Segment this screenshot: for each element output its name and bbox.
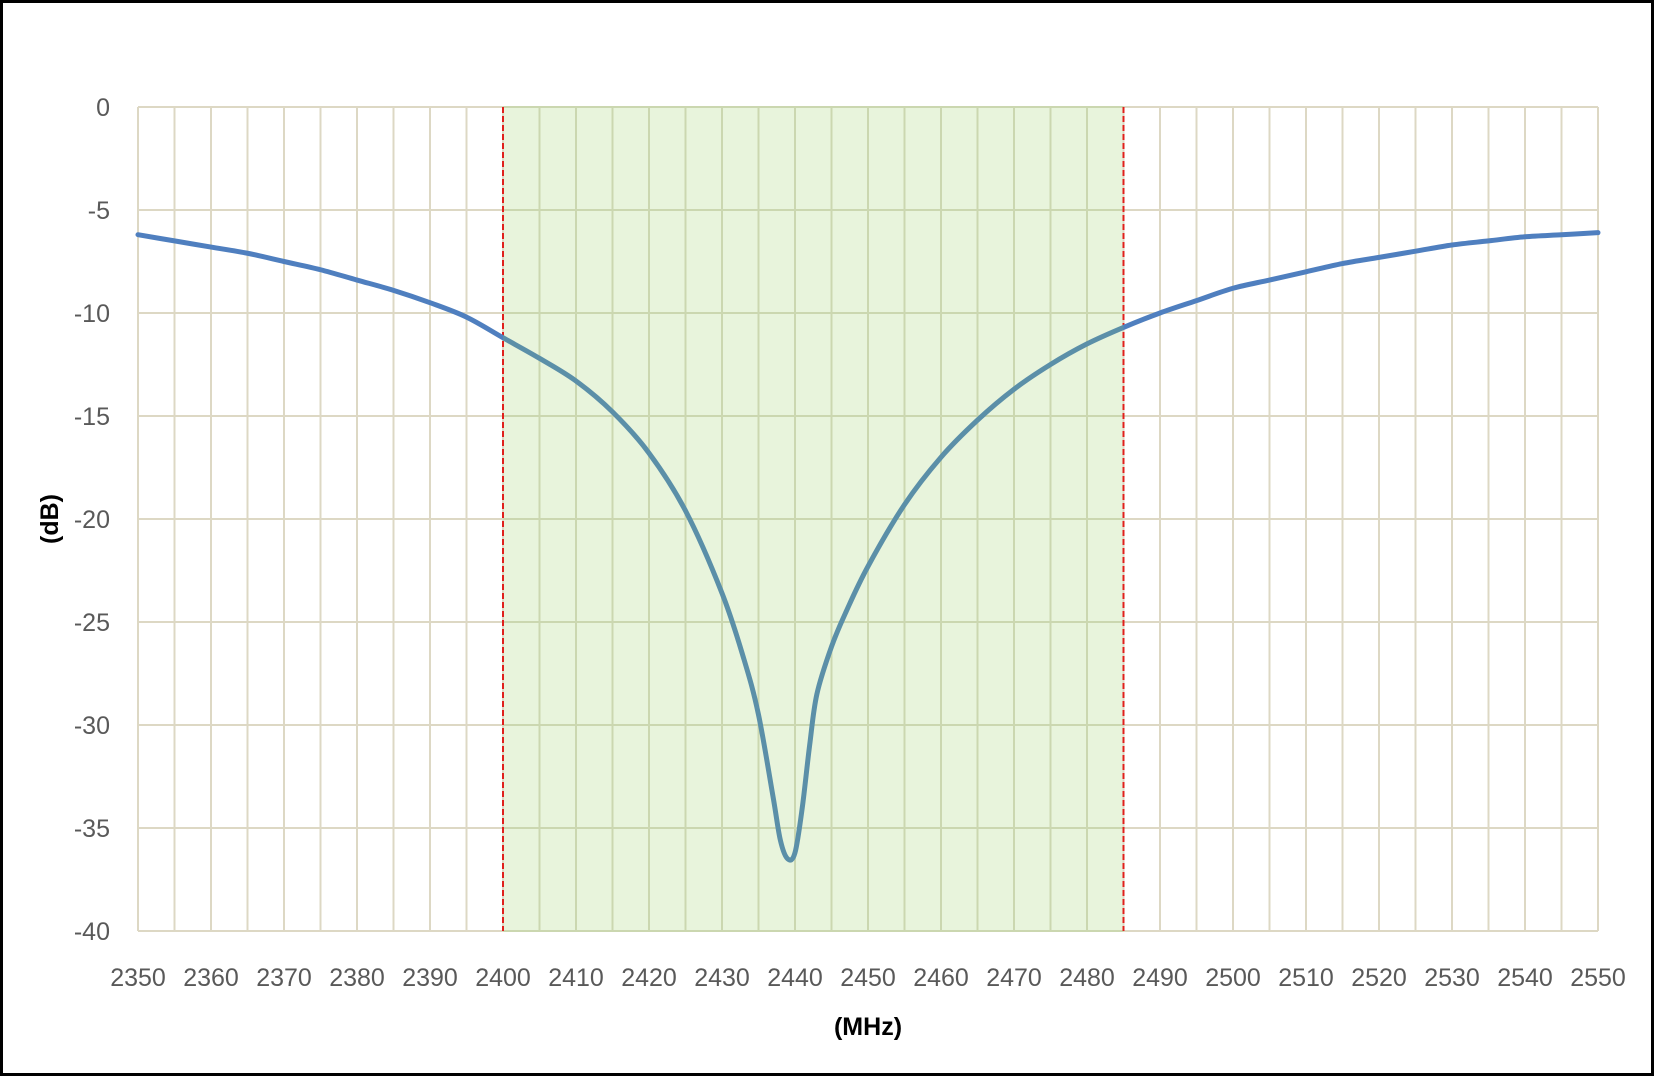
x-tick-label: 2460 <box>913 964 969 992</box>
x-tick-label: 2420 <box>621 964 677 992</box>
x-tick-label: 2400 <box>475 964 531 992</box>
x-tick-label: 2510 <box>1278 964 1334 992</box>
y-tick-labels: 0 -5 -10 -15 -20 -25 -30 -35 -40 <box>74 94 110 946</box>
x-tick-label: 2360 <box>183 964 239 992</box>
grid-lines <box>137 106 1599 932</box>
y-tick-label: -5 <box>88 197 110 225</box>
y-tick-label: -10 <box>74 300 110 328</box>
x-tick-label: 2480 <box>1059 964 1115 992</box>
x-tick-label: 2530 <box>1424 964 1480 992</box>
x-tick-label: 2350 <box>110 964 166 992</box>
y-tick-label: -25 <box>74 609 110 637</box>
x-tick-label: 2370 <box>256 964 312 992</box>
x-tick-label: 2380 <box>329 964 385 992</box>
x-tick-label: 2490 <box>1132 964 1188 992</box>
x-tick-label: 2440 <box>767 964 823 992</box>
x-tick-label: 2540 <box>1497 964 1553 992</box>
x-tick-label: 2410 <box>548 964 604 992</box>
x-axis-title: (MHz) <box>834 1013 902 1041</box>
x-tick-label: 2500 <box>1205 964 1261 992</box>
y-tick-label: 0 <box>96 94 110 122</box>
x-tick-label: 2430 <box>694 964 750 992</box>
s11-curve <box>135 230 1601 863</box>
x-tick-label: 2520 <box>1351 964 1407 992</box>
band-boundaries <box>502 107 1125 931</box>
y-tick-label: -35 <box>74 815 110 843</box>
y-axis-title: (dB) <box>36 494 64 544</box>
y-tick-label: -15 <box>74 403 110 431</box>
x-tick-labels: 2350 2360 2370 2380 2390 2400 2410 2420 2430 2440… <box>110 964 1626 992</box>
x-tick-label: 2550 <box>1570 964 1626 992</box>
x-tick-label: 2450 <box>840 964 896 992</box>
y-tick-label: -40 <box>74 918 110 946</box>
x-tick-label: 2390 <box>402 964 458 992</box>
x-tick-label: 2470 <box>986 964 1042 992</box>
y-tick-label: -30 <box>74 712 110 740</box>
y-tick-label: -20 <box>74 506 110 534</box>
